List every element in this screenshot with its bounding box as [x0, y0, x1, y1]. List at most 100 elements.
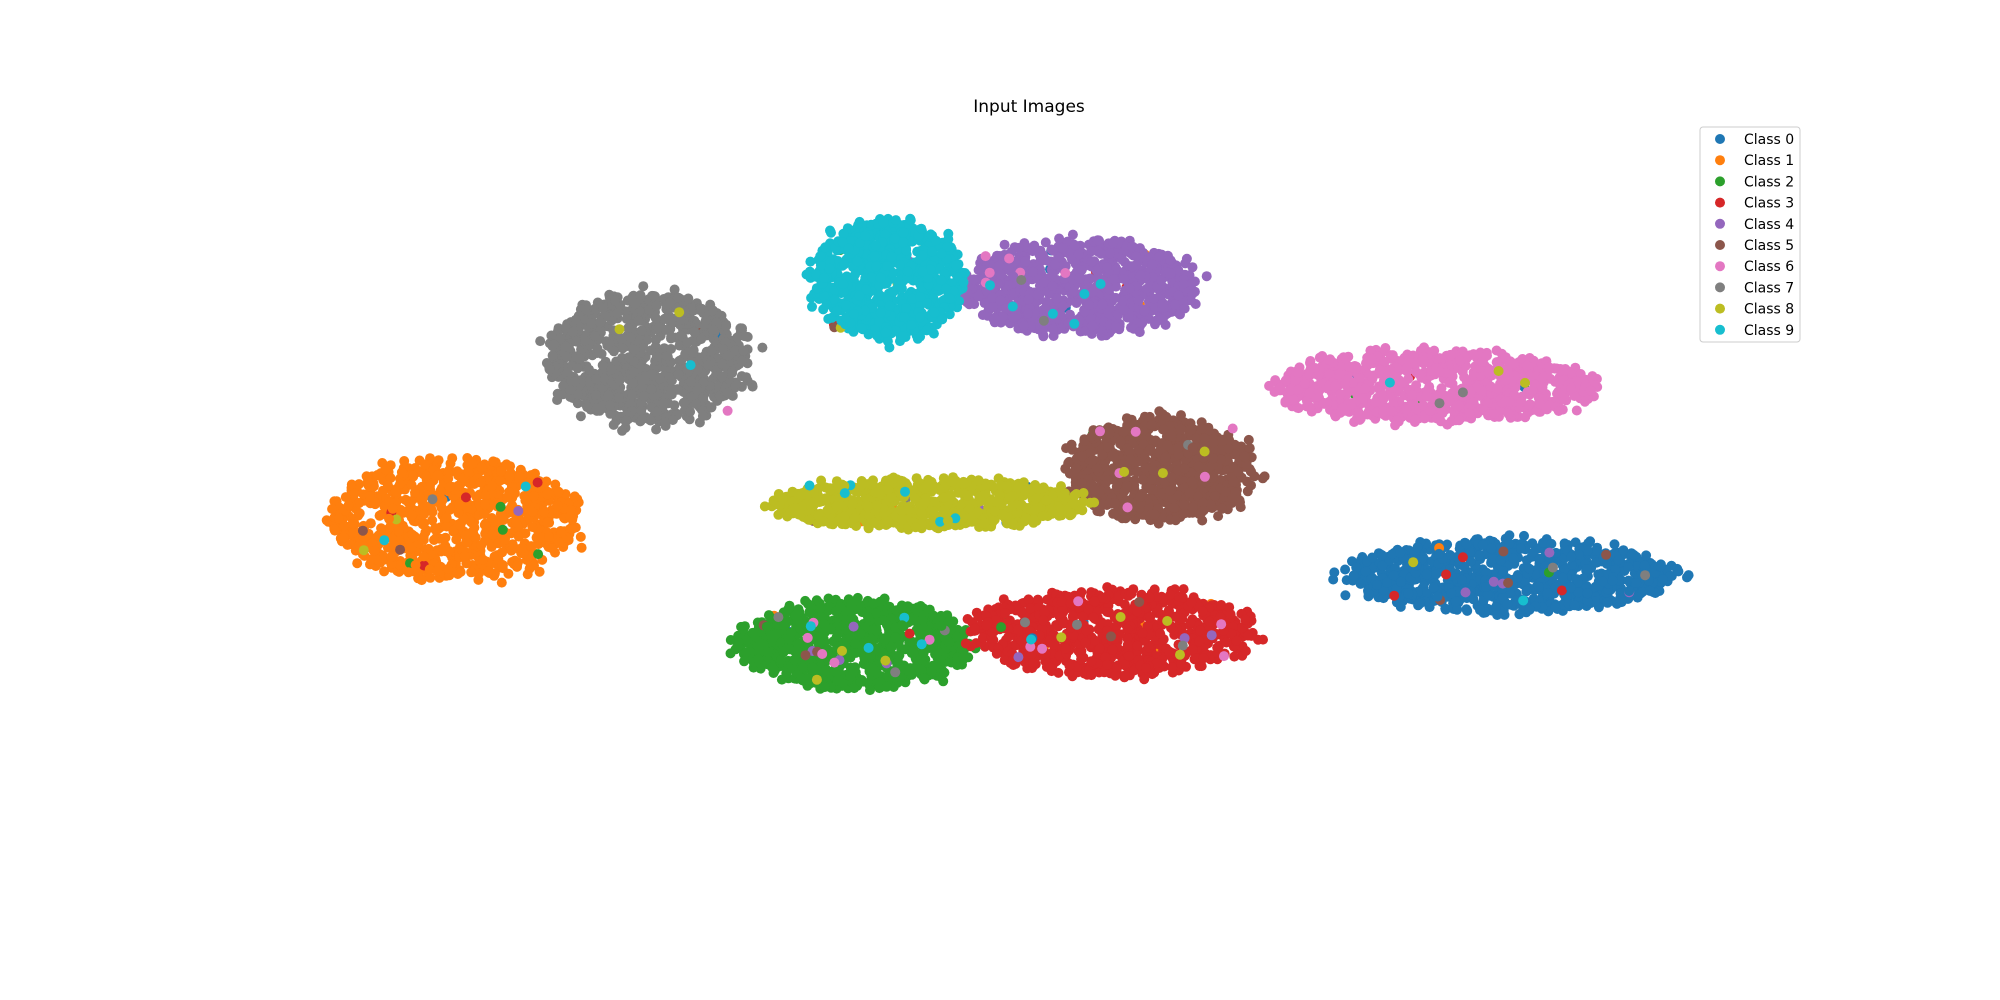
point-class-3 [1027, 658, 1038, 669]
point-class-1 [400, 495, 411, 505]
point-class-4 [1068, 286, 1079, 297]
point-class-1 [432, 470, 443, 481]
point-class-0 [1414, 598, 1425, 609]
point-class-4 [1086, 256, 1097, 267]
point-class-1 [542, 517, 553, 528]
point-class-0 [1559, 564, 1570, 575]
point-class-1 [480, 499, 490, 510]
point-class-2 [855, 676, 866, 687]
point-class-0 [1363, 588, 1374, 599]
point-class-4 [1118, 304, 1129, 315]
point-class-3 [1231, 635, 1242, 646]
point-class-3 [1389, 590, 1400, 601]
point-class-0 [1602, 597, 1613, 608]
point-class-0 [1490, 602, 1501, 613]
point-class-4 [1119, 274, 1130, 285]
point-class-3 [1102, 659, 1113, 670]
point-class-1 [516, 543, 527, 553]
point-class-1 [349, 488, 360, 499]
point-class-0 [1590, 546, 1601, 556]
point-class-1 [565, 505, 576, 516]
point-class-3 [1144, 592, 1155, 603]
point-class-1 [427, 507, 438, 517]
point-class-3 [1132, 606, 1143, 617]
point-class-0 [1593, 569, 1604, 580]
point-class-2 [732, 641, 743, 652]
point-class-0 [1607, 575, 1618, 586]
point-class-4 [1187, 262, 1198, 273]
point-class-0 [1657, 574, 1668, 585]
point-class-0 [1492, 610, 1503, 620]
point-class-1 [376, 523, 387, 534]
point-class-2 [875, 647, 886, 657]
point-class-0 [1474, 550, 1485, 561]
point-class-4 [1488, 576, 1499, 587]
point-class-4 [1019, 320, 1030, 331]
point-class-1 [380, 464, 391, 475]
point-class-0 [1498, 566, 1509, 577]
point-class-1 [496, 577, 507, 588]
point-class-2 [784, 600, 795, 611]
point-class-1 [429, 535, 439, 545]
point-class-3 [1175, 658, 1186, 669]
point-class-2 [926, 666, 937, 677]
point-class-2 [868, 663, 879, 674]
point-class-5 [1503, 577, 1514, 588]
point-class-0 [1623, 562, 1634, 572]
point-class-4 [1135, 270, 1146, 281]
point-class-3 [1086, 656, 1097, 667]
point-class-0 [1377, 560, 1388, 571]
point-class-2 [917, 615, 928, 625]
point-class-0 [1590, 596, 1600, 607]
point-class-1 [569, 491, 580, 502]
point-class-0 [1641, 550, 1652, 561]
point-class-1 [467, 458, 478, 469]
point-class-0 [1376, 550, 1387, 561]
point-class-0 [1465, 556, 1476, 567]
point-class-3 [1123, 651, 1134, 661]
point-class-4 [1047, 269, 1058, 279]
plot-area [321, 213, 1694, 696]
point-class-1 [399, 456, 410, 466]
point-class-0 [1348, 570, 1359, 581]
point-class-3 [1188, 644, 1198, 655]
point-class-3 [1167, 662, 1178, 673]
point-class-1 [553, 486, 564, 497]
point-class-0 [1497, 592, 1508, 603]
point-class-1 [514, 471, 525, 482]
point-class-4 [989, 313, 1000, 324]
point-class-2 [762, 647, 773, 658]
point-class-1 [522, 569, 533, 580]
point-class-0 [1597, 576, 1608, 587]
point-class-2 [753, 654, 764, 665]
point-class-2 [879, 634, 890, 645]
point-class-4 [1108, 237, 1119, 248]
point-class-0 [1534, 553, 1545, 564]
point-class-0 [1550, 602, 1561, 613]
point-class-0 [1367, 552, 1378, 563]
point-class-3 [1081, 625, 1092, 636]
point-class-1 [455, 567, 466, 577]
point-class-1 [482, 566, 493, 577]
point-class-3 [532, 477, 543, 488]
point-class-1 [512, 560, 523, 571]
point-class-4 [1178, 279, 1189, 289]
point-class-4 [1023, 308, 1033, 319]
point-class-2 [495, 501, 506, 512]
point-class-0 [1528, 547, 1539, 558]
point-class-0 [1573, 577, 1583, 588]
point-class-1 [461, 537, 472, 548]
point-class-4 [1013, 242, 1024, 253]
point-class-0 [1582, 588, 1593, 599]
point-class-1 [503, 568, 514, 579]
point-class-4 [1104, 284, 1115, 295]
point-class-2 [796, 673, 807, 683]
point-class-0 [1465, 547, 1475, 558]
point-class-0 [1573, 587, 1584, 598]
point-class-1 [453, 508, 464, 518]
point-class-2 [533, 549, 544, 560]
point-class-1 [338, 532, 349, 543]
point-class-4 [1148, 293, 1159, 304]
point-class-3 [1197, 606, 1208, 617]
